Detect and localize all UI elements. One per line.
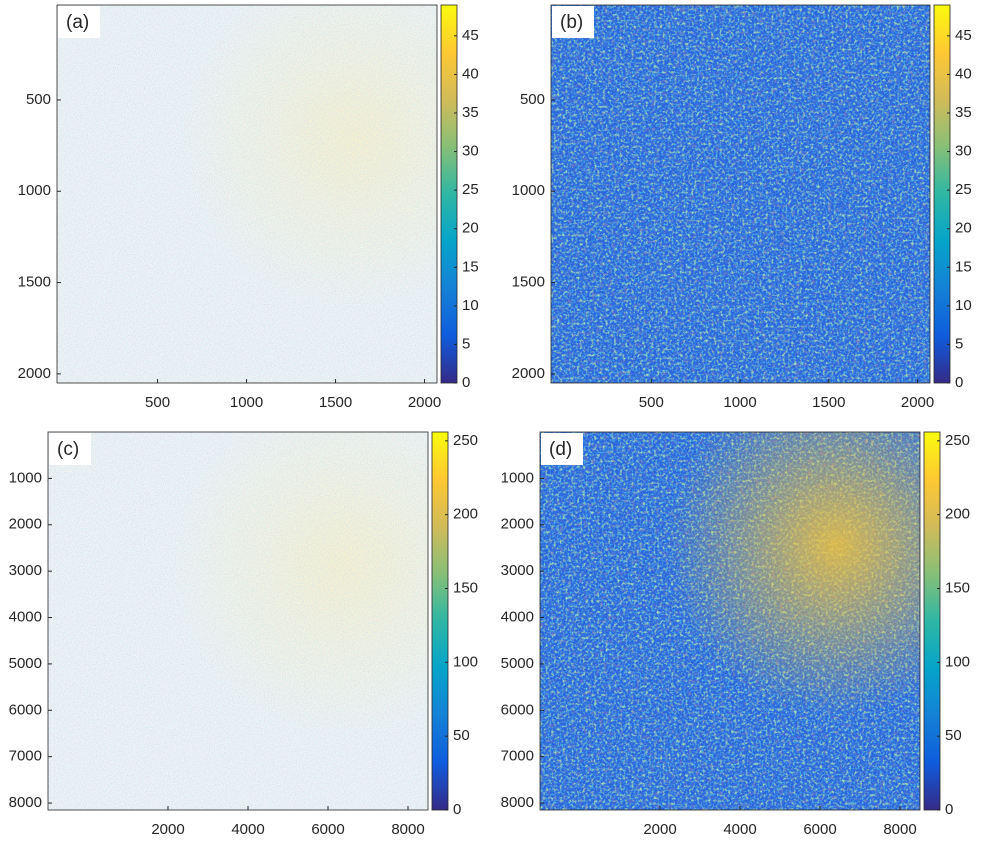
- y-tick-label: 1500: [512, 274, 545, 291]
- colorbar-tick-label: 150: [453, 579, 478, 596]
- colorbar-tick-label: 150: [945, 579, 970, 596]
- image-noise: [48, 432, 428, 810]
- y-tick-label: 5000: [9, 655, 42, 672]
- colorbar-tick-label: 25: [462, 181, 479, 198]
- y-tick-label: 1000: [512, 182, 545, 199]
- x-tick-label: 1500: [812, 394, 845, 411]
- image-glow: [540, 432, 920, 810]
- axes-box: [47, 431, 429, 811]
- colorbar-tick-label: 100: [945, 653, 970, 670]
- colorbar-tick-label: 40: [462, 65, 479, 82]
- x-tick-label: 500: [145, 394, 170, 411]
- colorbar-tick-label: 35: [462, 104, 479, 121]
- colorbar-tick-label: 20: [955, 220, 972, 237]
- image: [48, 432, 428, 810]
- y-tick-label: 500: [26, 91, 51, 108]
- colorbar-tick-label: 0: [945, 801, 953, 818]
- image: [57, 5, 437, 383]
- x-tick-label: 4000: [723, 821, 756, 838]
- x-tick-label: 6000: [803, 821, 836, 838]
- y-tick-label: 1500: [18, 274, 51, 291]
- y-tick-label: 5000: [501, 655, 534, 672]
- image: [551, 5, 930, 383]
- colorbar-tick-label: 200: [945, 506, 970, 523]
- colorbar: [923, 431, 941, 811]
- colorbar-tick-label: 100: [453, 653, 478, 670]
- x-tick-label: 1500: [319, 394, 352, 411]
- y-tick-label: 8000: [501, 794, 534, 811]
- x-tick-label: 2000: [643, 821, 676, 838]
- panel-label-box: [552, 6, 594, 38]
- y-tick-label: 4000: [9, 608, 42, 625]
- x-tick-label: 8000: [391, 821, 424, 838]
- colorbar-tick-label: 200: [453, 506, 478, 523]
- colorbar: [431, 431, 449, 811]
- panel-label: (d): [549, 439, 572, 460]
- y-tick-label: 7000: [9, 748, 42, 765]
- colorbar-tick-label: 10: [955, 297, 972, 314]
- colorbar-tick-label: 50: [945, 727, 962, 744]
- x-tick-label: 6000: [311, 821, 344, 838]
- colorbar-tick-label: 45: [462, 27, 479, 44]
- colorbar-tick-label: 20: [462, 220, 479, 237]
- y-tick-label: 8000: [9, 794, 42, 811]
- colorbar-tick-label: 5: [462, 335, 470, 352]
- colorbar-tick-label: 5: [955, 335, 963, 352]
- colorbar-tick-label: 15: [955, 258, 972, 275]
- x-tick-label: 1000: [723, 394, 756, 411]
- colorbar-tick-label: 40: [955, 65, 972, 82]
- colorbar: [933, 4, 951, 384]
- colorbar-tick-label: 250: [453, 432, 478, 449]
- y-tick-label: 1000: [18, 182, 51, 199]
- colorbar-tick-label: 35: [955, 104, 972, 121]
- colorbar-tick-label: 250: [945, 432, 970, 449]
- x-tick-label: 500: [639, 394, 664, 411]
- image: [540, 432, 920, 810]
- colorbar-tick-label: 0: [955, 374, 963, 391]
- y-tick-label: 6000: [9, 701, 42, 718]
- image-noise: [551, 5, 930, 383]
- panel-label-box: [541, 433, 583, 465]
- y-tick-label: 6000: [501, 701, 534, 718]
- panel-label: (b): [560, 12, 583, 33]
- colorbar-tick-label: 15: [462, 258, 479, 275]
- y-tick-label: 1000: [9, 469, 42, 486]
- y-tick-label: 7000: [501, 748, 534, 765]
- colorbar-tick-label: 0: [462, 374, 470, 391]
- colorbar-tick-label: 30: [955, 143, 972, 160]
- y-tick-label: 3000: [9, 562, 42, 579]
- colorbar: [440, 4, 458, 384]
- panel-label-box: [49, 433, 91, 465]
- x-tick-label: 8000: [883, 821, 916, 838]
- y-tick-label: 2000: [18, 365, 51, 382]
- panel-label: (a): [66, 12, 89, 33]
- x-tick-label: 2000: [151, 821, 184, 838]
- x-tick-label: 4000: [231, 821, 264, 838]
- image-noise: [57, 5, 437, 383]
- colorbar-tick-label: 25: [955, 181, 972, 198]
- colorbar-tick-label: 10: [462, 297, 479, 314]
- y-tick-label: 3000: [501, 562, 534, 579]
- y-tick-label: 1000: [501, 469, 534, 486]
- colorbar-tick-label: 30: [462, 143, 479, 160]
- panel-label-box: [58, 6, 100, 38]
- colorbar-tick-label: 50: [453, 727, 470, 744]
- y-tick-label: 2000: [9, 516, 42, 533]
- x-tick-label: 1000: [230, 394, 263, 411]
- y-tick-label: 4000: [501, 608, 534, 625]
- y-tick-label: 500: [520, 91, 545, 108]
- y-tick-label: 2000: [512, 365, 545, 382]
- colorbar-tick-label: 0: [453, 801, 461, 818]
- x-tick-label: 2000: [408, 394, 441, 411]
- panel-label: (c): [57, 439, 79, 460]
- x-tick-label: 2000: [901, 394, 934, 411]
- y-tick-label: 2000: [501, 516, 534, 533]
- colorbar-tick-label: 45: [955, 27, 972, 44]
- axes-box: [539, 431, 921, 811]
